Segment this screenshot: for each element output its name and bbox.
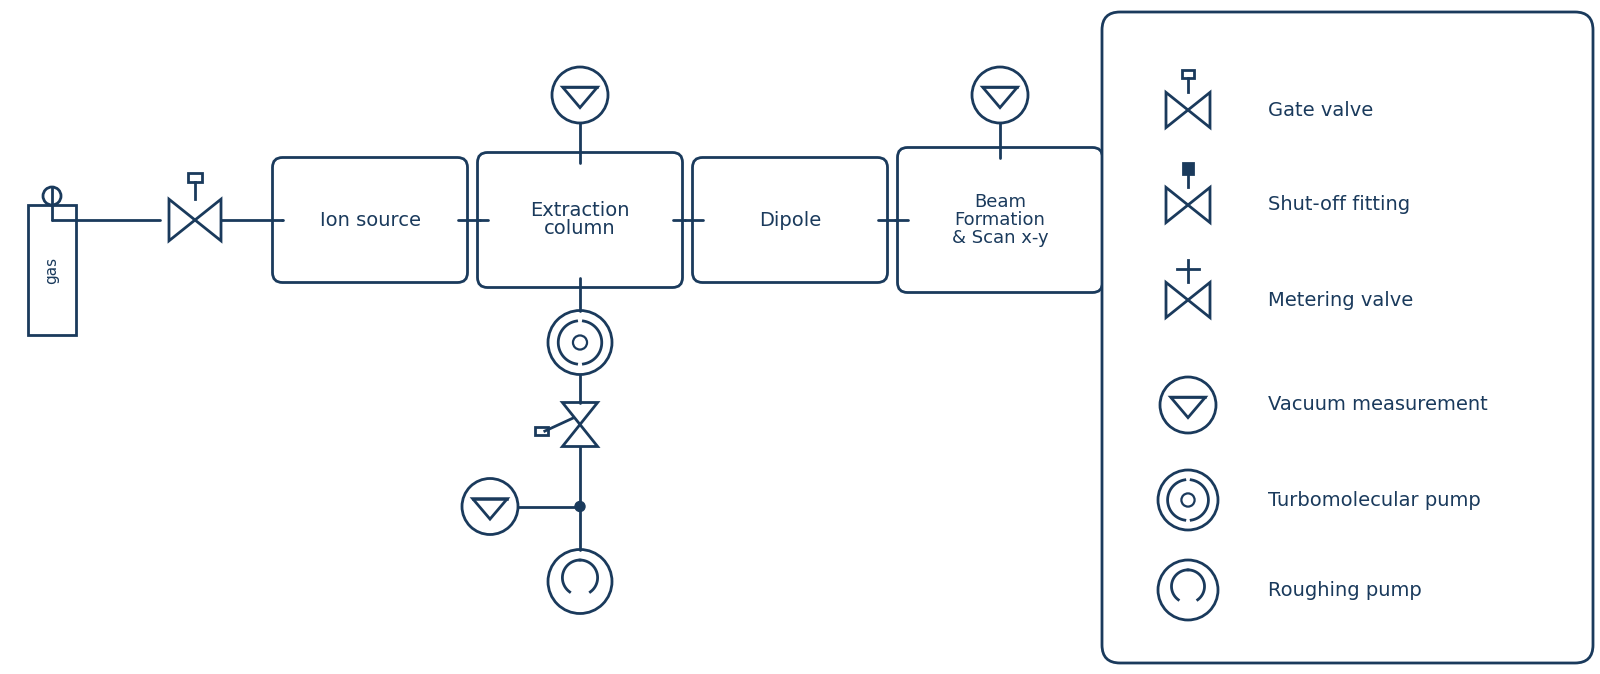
- Polygon shape: [195, 200, 221, 241]
- Circle shape: [1181, 493, 1195, 507]
- Text: Roughing pump: Roughing pump: [1267, 580, 1422, 599]
- Bar: [1182, 163, 1194, 174]
- Polygon shape: [563, 87, 597, 108]
- Text: gas: gas: [45, 256, 59, 284]
- Polygon shape: [1187, 187, 1210, 222]
- Text: Vacuum measurement: Vacuum measurement: [1267, 396, 1488, 415]
- Circle shape: [552, 67, 608, 123]
- Text: Dipole: Dipole: [758, 210, 821, 230]
- Circle shape: [43, 187, 61, 205]
- Polygon shape: [1166, 282, 1187, 317]
- FancyBboxPatch shape: [898, 148, 1102, 293]
- Polygon shape: [982, 87, 1018, 108]
- Bar: [187, 173, 202, 182]
- Text: column: column: [544, 220, 616, 239]
- FancyBboxPatch shape: [477, 152, 683, 288]
- Circle shape: [462, 479, 518, 534]
- Text: & Scan x-y: & Scan x-y: [952, 229, 1048, 247]
- Text: Gate valve: Gate valve: [1267, 100, 1373, 119]
- Polygon shape: [1166, 92, 1187, 127]
- Text: Ion source: Ion source: [320, 210, 421, 230]
- Bar: [534, 427, 549, 435]
- Polygon shape: [1171, 397, 1205, 418]
- FancyBboxPatch shape: [1102, 12, 1594, 663]
- Polygon shape: [1187, 282, 1210, 317]
- FancyBboxPatch shape: [272, 158, 467, 282]
- Bar: [1182, 70, 1194, 78]
- Bar: [29, 205, 77, 335]
- Polygon shape: [1166, 187, 1187, 222]
- Text: Shut-off fitting: Shut-off fitting: [1267, 195, 1410, 214]
- Circle shape: [574, 501, 586, 512]
- Text: Formation: Formation: [955, 211, 1045, 229]
- Polygon shape: [1187, 92, 1210, 127]
- Circle shape: [973, 67, 1027, 123]
- Polygon shape: [563, 425, 598, 446]
- Circle shape: [1158, 560, 1218, 620]
- Polygon shape: [563, 402, 598, 425]
- Text: Extraction: Extraction: [530, 202, 630, 220]
- Polygon shape: [472, 499, 507, 519]
- Circle shape: [1160, 377, 1216, 433]
- Circle shape: [573, 336, 587, 350]
- Circle shape: [547, 311, 611, 375]
- Circle shape: [547, 549, 611, 613]
- Circle shape: [1158, 470, 1218, 530]
- Text: Turbomolecular pump: Turbomolecular pump: [1267, 491, 1480, 510]
- Polygon shape: [170, 200, 195, 241]
- FancyBboxPatch shape: [693, 158, 888, 282]
- Text: Metering valve: Metering valve: [1267, 290, 1413, 309]
- Text: Beam: Beam: [974, 193, 1026, 211]
